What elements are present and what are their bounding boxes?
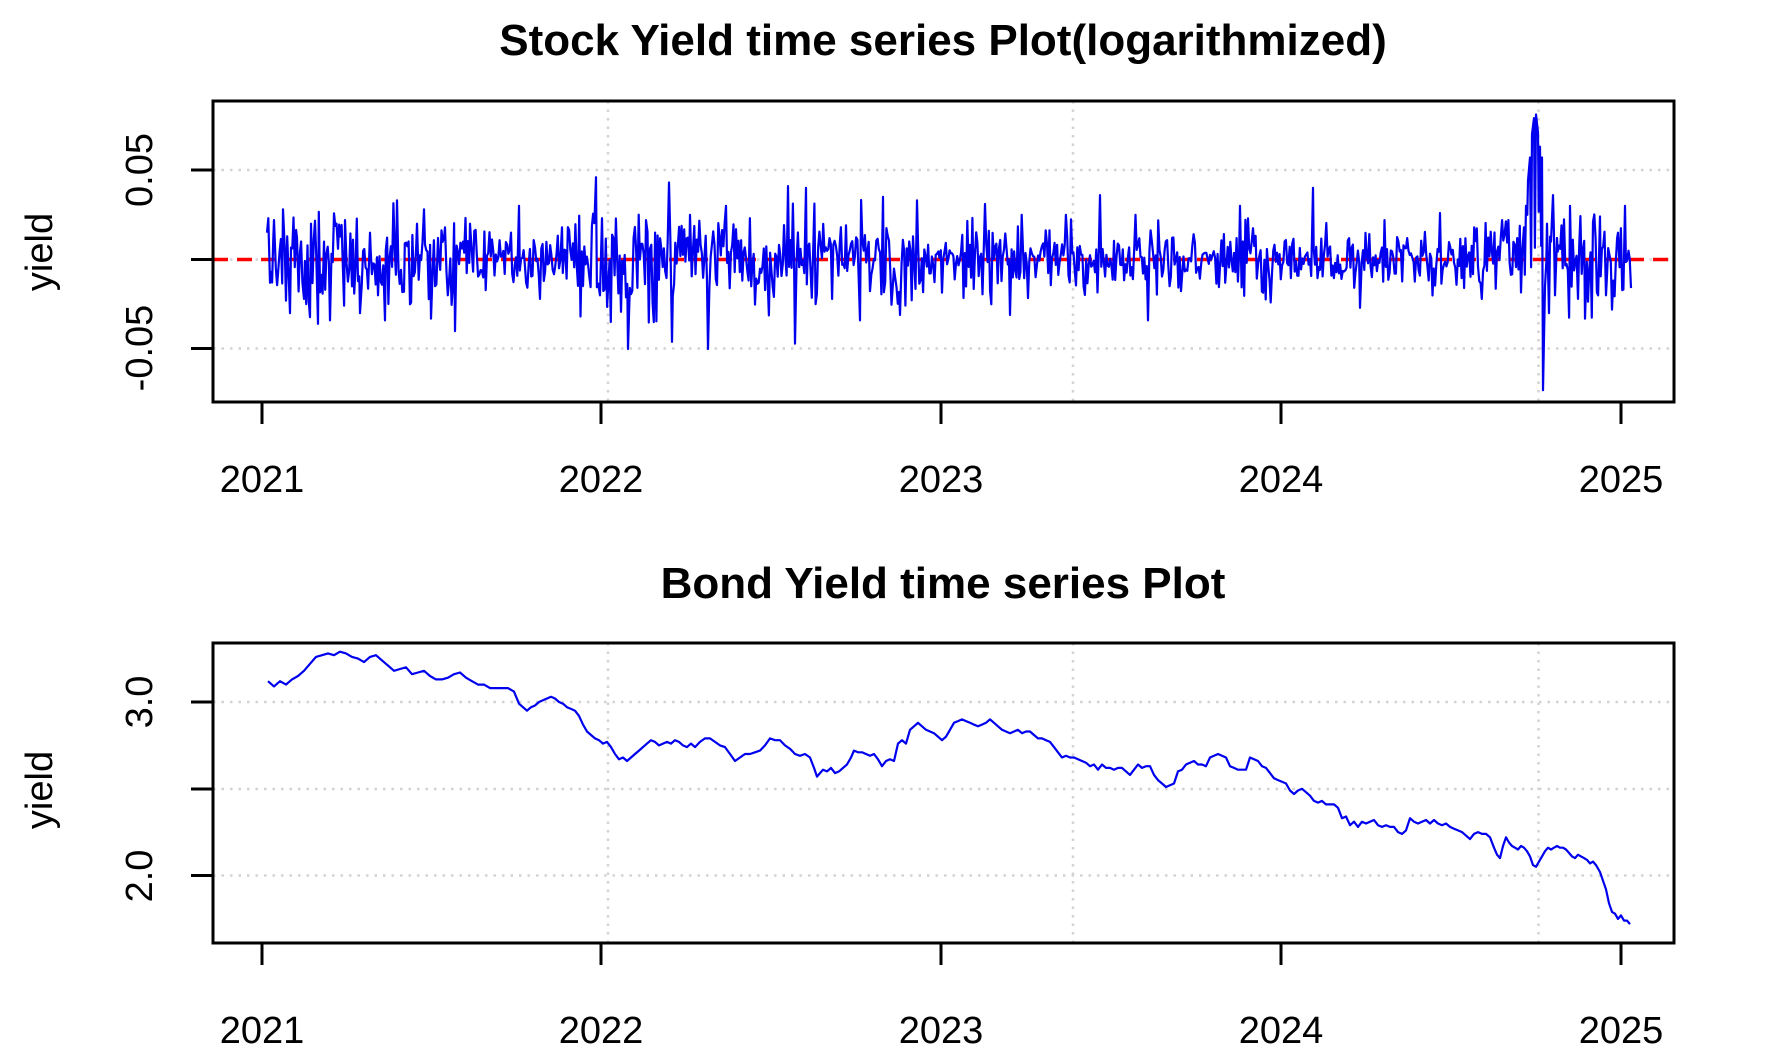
stock-yield-series-line	[265, 113, 1633, 392]
stock-y-tick-label-upper: 0.05	[119, 133, 161, 207]
stock-x-tick-label-2022: 2022	[559, 459, 644, 501]
bond-x-tick-label-2023: 2023	[899, 1010, 984, 1052]
bond-x-tick-label-2022: 2022	[559, 1010, 644, 1052]
stock-x-tick-label-2023: 2023	[899, 459, 984, 501]
bond-y-axis-title: yield	[19, 751, 61, 829]
bond-yield-series-line	[267, 650, 1631, 925]
bond-plot-title: Bond Yield time series Plot	[661, 559, 1226, 608]
stock-y-axis-title: yield	[19, 213, 61, 291]
stock-x-tick-label-2024: 2024	[1239, 459, 1324, 501]
bond-y-tick-label-lower: 2.0	[119, 850, 161, 903]
bond-x-tick-label-2025: 2025	[1579, 1010, 1664, 1052]
stock-plot-title: Stock Yield time series Plot(logarithmiz…	[499, 16, 1387, 65]
stock-plot	[191, 99, 1676, 424]
bond-y-tick-label-upper: 3.0	[119, 676, 161, 729]
plot-box-border	[211, 641, 1676, 945]
stock-x-tick-label-2021: 2021	[220, 459, 305, 501]
bond-plot	[191, 641, 1676, 965]
bond-x-tick-label-2024: 2024	[1239, 1010, 1324, 1052]
plot-box-border	[211, 99, 1676, 404]
stock-x-tick-label-2025: 2025	[1579, 459, 1664, 501]
bond-x-tick-label-2021: 2021	[220, 1010, 305, 1052]
stock-y-tick-label-lower: -0.05	[119, 305, 161, 392]
